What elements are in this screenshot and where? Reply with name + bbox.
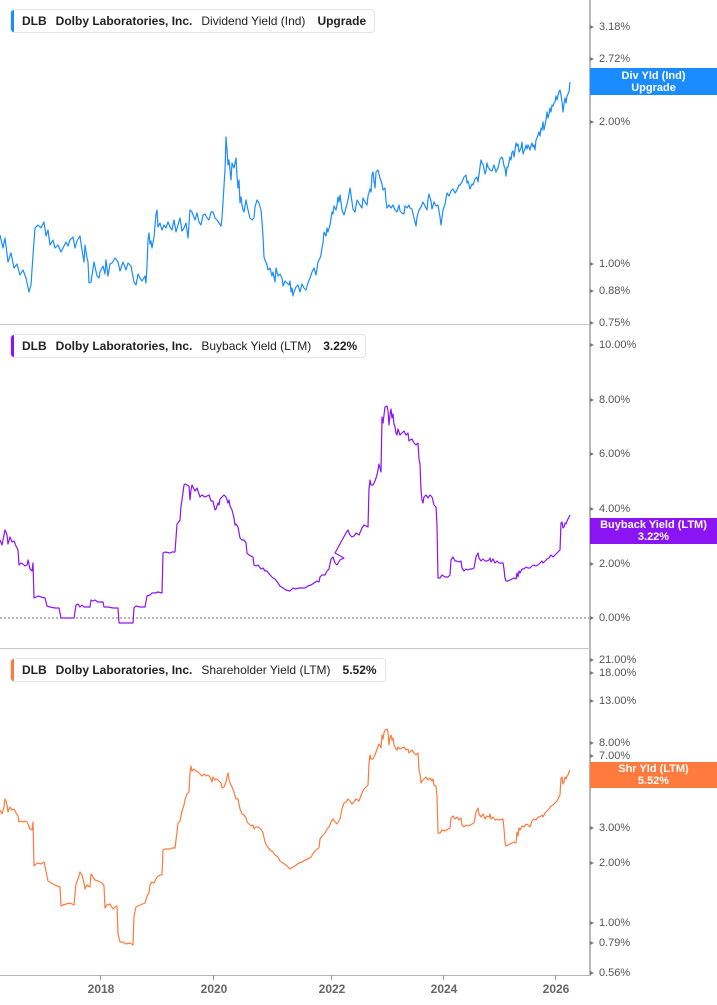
y-tick: 21.00% [589, 654, 636, 666]
y-axis-line [589, 649, 591, 976]
shareholder-yield-legend[interactable]: DLB Dolby Laboratories, Inc. Shareholder… [10, 658, 386, 682]
shareholder-yield-panel: DLB Dolby Laboratories, Inc. Shareholder… [0, 649, 717, 979]
legend-value: 5.52% [342, 663, 377, 677]
legend-ticker: DLB [22, 339, 47, 353]
series-color-swatch [11, 659, 14, 681]
legend-value: 3.22% [323, 339, 358, 353]
y-tick: 0.88% [589, 285, 630, 297]
y-tick: 7.00% [589, 750, 630, 762]
y-tick: 6.00% [589, 448, 630, 460]
x-tick [213, 975, 214, 980]
badge-value: 3.22% [637, 531, 670, 543]
y-tick: 18.00% [589, 667, 636, 679]
y-tick: 1.00% [589, 917, 630, 929]
y-tick: 3.18% [589, 21, 630, 33]
y-tick: 0.00% [589, 612, 630, 624]
y-tick: 3.00% [589, 822, 630, 834]
y-tick: 2.00% [589, 558, 630, 570]
y-tick: 2.00% [589, 857, 630, 869]
legend-company: Dolby Laboratories, Inc. [55, 14, 193, 28]
buyback-yield-value-badge[interactable]: Buyback Yield (LTM) 3.22% [590, 518, 717, 544]
dividend-yield-line-chart [0, 81, 571, 297]
dividend-yield-panel: DLB Dolby Laboratories, Inc. Dividend Yi… [0, 0, 717, 329]
buyback-yield-legend[interactable]: DLB Dolby Laboratories, Inc. Buyback Yie… [10, 334, 367, 358]
series-color-swatch [11, 10, 14, 32]
shareholder-yield-line-chart [0, 728, 571, 946]
y-axis-line [589, 325, 591, 649]
shareholder-yield-value-badge[interactable]: Shr Yld (LTM) 5.52% [590, 762, 717, 788]
y-tick: 13.00% [589, 695, 636, 707]
y-tick: 1.00% [589, 258, 630, 270]
legend-ticker: DLB [22, 663, 47, 677]
panel-divider [0, 648, 590, 649]
legend-metric: Dividend Yield (Ind) [201, 14, 306, 28]
dividend-yield-legend[interactable]: DLB Dolby Laboratories, Inc. Dividend Yi… [10, 9, 376, 33]
x-axis-label: 2018 [87, 982, 115, 996]
x-tick [331, 975, 332, 980]
y-tick: 4.00% [589, 503, 630, 515]
badge-label: Shr Yld (LTM) [618, 763, 689, 775]
y-tick: 0.56% [589, 967, 630, 979]
x-axis-label: 2026 [542, 982, 570, 996]
legend-ticker: DLB [22, 14, 47, 28]
y-tick: 10.00% [589, 339, 636, 351]
x-tick [100, 975, 101, 980]
y-tick: 8.00% [589, 737, 630, 749]
y-tick: 2.00% [589, 116, 630, 128]
legend-company: Dolby Laboratories, Inc. [55, 339, 193, 353]
y-tick: 0.79% [589, 937, 630, 949]
x-tick [443, 975, 444, 980]
legend-upgrade-link[interactable]: Upgrade [317, 14, 367, 28]
x-axis-line [0, 975, 591, 976]
buyback-yield-panel: DLB Dolby Laboratories, Inc. Buyback Yie… [0, 325, 717, 649]
badge-label: Buyback Yield (LTM) [600, 519, 707, 531]
x-tick [555, 975, 556, 980]
legend-company: Dolby Laboratories, Inc. [55, 663, 193, 677]
x-axis-label: 2022 [318, 982, 346, 996]
x-axis-label: 2024 [430, 982, 458, 996]
y-tick: 2.72% [589, 53, 630, 65]
legend-metric: Shareholder Yield (LTM) [201, 663, 331, 677]
y-tick: 8.00% [589, 394, 630, 406]
badge-label: Div Yld (Ind) [621, 69, 686, 82]
buyback-yield-line-chart [0, 405, 589, 624]
x-axis-label: 2020 [200, 982, 228, 996]
badge-value: Upgrade [631, 81, 676, 94]
badge-value: 5.52% [637, 775, 670, 787]
series-color-swatch [11, 335, 14, 357]
panel-divider [0, 324, 590, 325]
dividend-yield-value-badge[interactable]: Div Yld (Ind) Upgrade [590, 68, 717, 95]
legend-metric: Buyback Yield (LTM) [201, 339, 312, 353]
y-axis-line [589, 0, 591, 324]
y-tick: 0.75% [589, 317, 630, 329]
